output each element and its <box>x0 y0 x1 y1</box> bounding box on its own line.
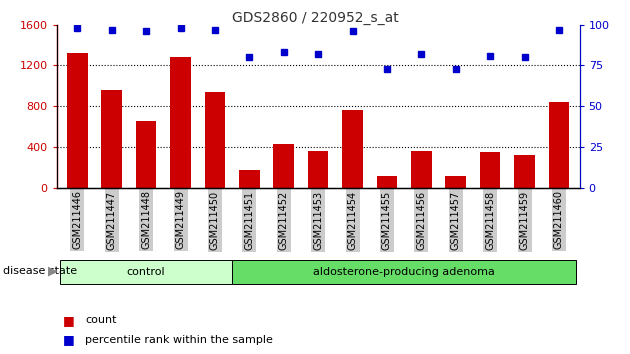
Text: percentile rank within the sample: percentile rank within the sample <box>85 335 273 345</box>
Bar <box>101 90 122 188</box>
Bar <box>549 102 570 188</box>
Bar <box>480 152 500 188</box>
Text: ■: ■ <box>63 314 75 327</box>
FancyBboxPatch shape <box>60 260 232 284</box>
Bar <box>170 57 191 188</box>
Bar <box>205 92 226 188</box>
Bar <box>514 155 535 188</box>
FancyBboxPatch shape <box>232 260 576 284</box>
Bar <box>377 176 398 188</box>
Bar <box>273 144 294 188</box>
Bar <box>136 121 156 188</box>
Text: ■: ■ <box>63 333 75 346</box>
Text: aldosterone-producing adenoma: aldosterone-producing adenoma <box>313 267 495 277</box>
Text: disease state: disease state <box>3 266 77 276</box>
Text: ▶: ▶ <box>47 264 57 277</box>
Text: GDS2860 / 220952_s_at: GDS2860 / 220952_s_at <box>232 11 398 25</box>
Bar <box>445 176 466 188</box>
Bar <box>342 110 363 188</box>
Bar <box>239 170 260 188</box>
Bar <box>411 151 432 188</box>
Text: control: control <box>127 267 166 277</box>
Bar <box>308 151 328 188</box>
Bar <box>67 53 88 188</box>
Text: count: count <box>85 315 117 325</box>
